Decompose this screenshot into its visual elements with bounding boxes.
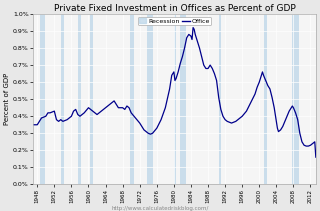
Bar — [40, 14, 45, 184]
Bar — [219, 14, 221, 184]
Bar — [130, 14, 134, 184]
Bar — [78, 14, 81, 184]
Bar — [180, 14, 186, 184]
Bar — [147, 14, 153, 184]
Bar — [90, 14, 93, 184]
Y-axis label: Percent of GDP: Percent of GDP — [4, 73, 10, 125]
Bar — [292, 14, 299, 184]
Title: Private Fixed Investment in Offices as Percent of GDP: Private Fixed Investment in Offices as P… — [53, 4, 295, 13]
Bar — [264, 14, 267, 184]
Text: http://www.calculatedriskblog.com/: http://www.calculatedriskblog.com/ — [111, 206, 209, 211]
Bar — [61, 14, 64, 184]
Legend: Recession, Office: Recession, Office — [138, 17, 211, 25]
Bar — [174, 14, 176, 184]
